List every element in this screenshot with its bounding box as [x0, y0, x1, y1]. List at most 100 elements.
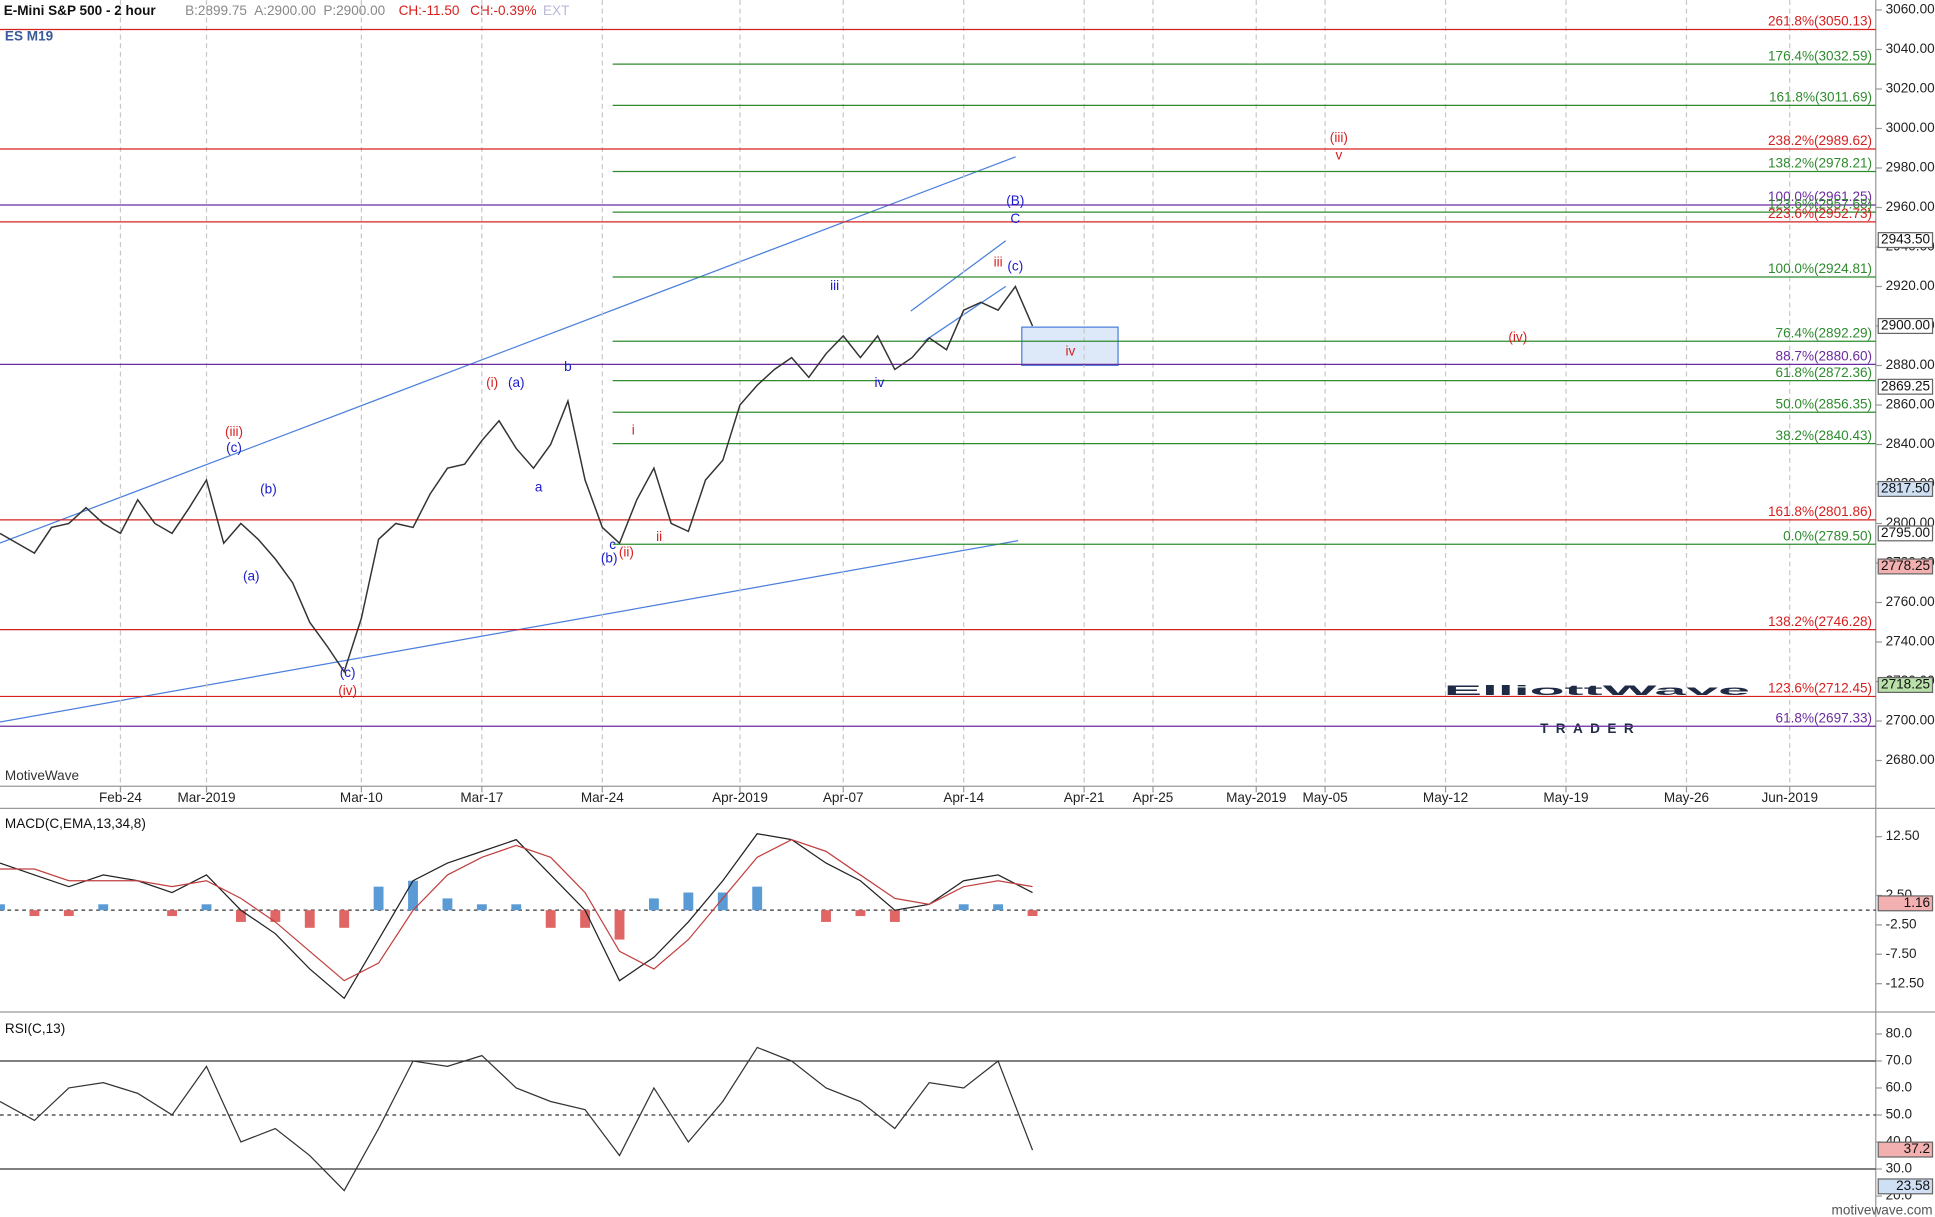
histogram-bar — [580, 910, 591, 928]
histogram-bar — [821, 910, 831, 922]
price-tag — [1877, 232, 1934, 249]
fib-label: 0.0%(2789.50) — [1783, 528, 1872, 543]
y-tick-label: 3020.00 — [1886, 81, 1935, 96]
price-tag-label: 23.58 — [1896, 1178, 1930, 1193]
histogram-bar — [63, 910, 74, 917]
chart-title: E-Mini S&P 500 - 2 hour — [4, 3, 157, 18]
wave-label: iii — [830, 278, 839, 293]
y-tick-label: 2740.00 — [1886, 634, 1935, 649]
histogram-bar — [201, 904, 212, 911]
histogram-bar — [339, 910, 350, 928]
price-tag — [1877, 895, 1934, 912]
histogram-bar — [408, 880, 418, 911]
y-tick-label: 50.0 — [1886, 1107, 1913, 1122]
wave-label: a — [535, 480, 543, 495]
histogram-bar — [29, 910, 40, 917]
x-tick-label: May-2019 — [1226, 790, 1286, 805]
price-line — [0, 285, 1034, 674]
histogram-bar — [1027, 910, 1038, 917]
x-tick-label: May-19 — [1543, 790, 1588, 805]
fib-label: 138.2%(2978.21) — [1768, 156, 1872, 171]
price-tag-label: 1.16 — [1904, 895, 1930, 910]
histogram-bar — [649, 898, 659, 911]
y-tick-label: 2960.00 — [1886, 199, 1935, 214]
price-tag-label: 2795.00 — [1881, 525, 1930, 540]
x-tick-label: Apr-21 — [1064, 790, 1105, 805]
histogram-bar — [993, 904, 1004, 911]
price-tag — [1877, 378, 1934, 395]
histogram-bar — [373, 886, 384, 911]
wave-label: (c) — [340, 665, 356, 680]
wave-label: iii — [994, 254, 1003, 269]
histogram-bar — [889, 910, 900, 922]
price-tag — [1877, 1141, 1934, 1158]
footer: motivewave.com — [1832, 1202, 1933, 1217]
y-tick-label: 2840.00 — [1886, 436, 1935, 451]
wave-label: C — [1010, 211, 1020, 226]
price-tag — [1877, 558, 1934, 575]
trend-line — [0, 156, 1016, 544]
histogram-bar — [167, 910, 178, 917]
x-tick-label: May-05 — [1302, 790, 1347, 805]
macd-line — [0, 838, 1033, 982]
price-tag-label: 2900.00 — [1881, 318, 1930, 333]
y-tick-label: 3060.00 — [1886, 2, 1935, 17]
histogram-bar — [98, 904, 109, 911]
price-tag-label: 2943.50 — [1881, 232, 1930, 247]
price-tag — [1877, 480, 1934, 497]
watermark: MotiveWave — [5, 768, 79, 783]
trend-line — [922, 285, 1007, 343]
x-tick-label: Mar-10 — [340, 790, 383, 805]
fib-label: 238.2%(2989.62) — [1768, 133, 1872, 148]
y-tick-label: -7.50 — [1886, 946, 1917, 961]
fib-label: 61.8%(2697.33) — [1776, 710, 1873, 725]
x-tick-label: Jun-2019 — [1761, 790, 1818, 805]
wave-label: (c) — [226, 440, 242, 455]
quote-item: P:2900.00 — [323, 3, 385, 18]
x-tick-label: Mar-17 — [460, 790, 503, 805]
price-tag — [1877, 1178, 1934, 1195]
symbol: ES M19 — [5, 29, 54, 44]
x-tick-label: Apr-25 — [1133, 790, 1174, 805]
wave-label: (a) — [243, 568, 260, 583]
price-tag — [1877, 676, 1934, 694]
fib-label: 76.4%(2892.29) — [1776, 325, 1873, 340]
wave-label: (a) — [508, 375, 525, 390]
wave-label: (B) — [1006, 193, 1024, 208]
fib-label: 161.8%(3011.69) — [1769, 90, 1872, 105]
fib-label: 123.6%(2712.45) — [1768, 681, 1872, 696]
wave-label: (c) — [1007, 258, 1023, 273]
histogram-bar — [442, 898, 453, 911]
y-tick-label: -2.50 — [1886, 916, 1917, 931]
histogram-bar — [717, 892, 728, 911]
x-tick-label: Apr-14 — [943, 790, 984, 805]
wave-label: i — [632, 422, 635, 437]
quote-item: CH:-11.50 — [399, 3, 460, 18]
price-tag-label: 2817.50 — [1881, 481, 1930, 496]
trend-line — [0, 540, 1019, 723]
y-tick-label: 2860.00 — [1886, 397, 1935, 412]
fib-label: 61.8%(2872.36) — [1776, 365, 1873, 380]
wave-label: c — [609, 537, 616, 552]
logo-brand: ElliottWave — [1444, 683, 1752, 698]
price-tag-label: 37.2 — [1904, 1141, 1930, 1156]
x-tick-label: Apr-2019 — [712, 790, 768, 805]
histogram-bar — [752, 886, 763, 911]
macd-line — [0, 833, 1033, 1000]
wave-label: (iv) — [338, 683, 357, 698]
quote-item: A:2900.00 — [254, 3, 316, 18]
fib-label: 161.8%(2801.86) — [1768, 504, 1872, 519]
histogram-bar — [476, 904, 487, 911]
wave-label: (iii) — [1330, 130, 1348, 145]
x-tick-label: May-12 — [1423, 790, 1468, 805]
x-tick-label: Feb-24 — [99, 790, 142, 805]
y-tick-label: 2680.00 — [1886, 752, 1935, 767]
price-tag-label: 2869.25 — [1881, 378, 1930, 393]
fib-label: 38.2%(2840.43) — [1776, 428, 1873, 443]
wave-label: (iv) — [1508, 329, 1527, 344]
histogram-bar — [511, 904, 522, 911]
histogram-bar — [545, 910, 556, 928]
histogram-bar — [0, 904, 5, 911]
